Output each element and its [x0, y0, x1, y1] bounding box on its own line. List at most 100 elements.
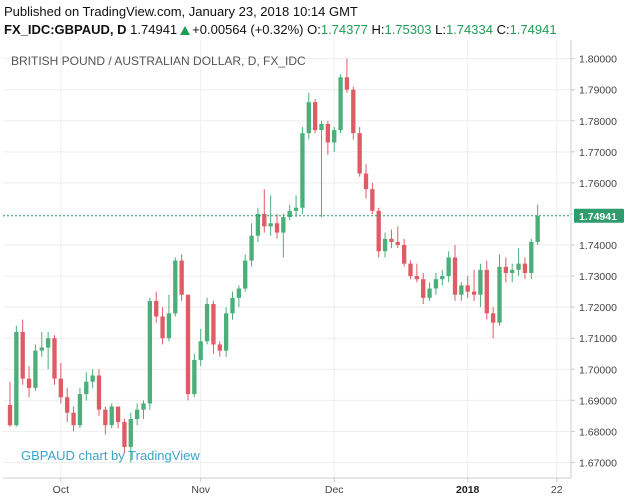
- candle[interactable]: [287, 204, 292, 221]
- candle[interactable]: [7, 381, 13, 427]
- time-axis[interactable]: Oct Nov Dec 2018 22: [53, 478, 563, 496]
- price-axis[interactable]: 1.800001.790001.780001.770001.760001.750…: [571, 54, 617, 470]
- candle[interactable]: [160, 307, 165, 345]
- low-value: 1.74334: [445, 22, 493, 37]
- price-chart[interactable]: 1.800001.790001.780001.770001.760001.750…: [3, 40, 629, 498]
- candle[interactable]: [465, 276, 470, 298]
- candle[interactable]: [300, 126, 305, 214]
- candle[interactable]: [211, 300, 216, 354]
- candle[interactable]: [351, 86, 356, 140]
- high-value: 1.75303: [384, 22, 432, 37]
- candle[interactable]: [166, 294, 172, 342]
- candle[interactable]: [389, 229, 394, 249]
- candle[interactable]: [522, 257, 528, 280]
- candle-body: [332, 130, 337, 143]
- candle[interactable]: [147, 297, 153, 410]
- candle[interactable]: [109, 403, 114, 429]
- candle[interactable]: [459, 282, 464, 301]
- candle[interactable]: [122, 418, 127, 454]
- candle[interactable]: [58, 363, 64, 404]
- candle[interactable]: [65, 387, 70, 423]
- candle[interactable]: [192, 353, 197, 398]
- candle[interactable]: [484, 260, 489, 320]
- candle[interactable]: [236, 285, 242, 308]
- candle[interactable]: [173, 257, 178, 317]
- candle[interactable]: [84, 372, 89, 401]
- candle-body: [166, 313, 172, 339]
- candle[interactable]: [382, 232, 388, 258]
- candle[interactable]: [90, 369, 95, 388]
- candle[interactable]: [45, 332, 51, 370]
- candle[interactable]: [128, 412, 133, 463]
- candle[interactable]: [319, 120, 324, 218]
- candle[interactable]: [427, 282, 432, 301]
- candle[interactable]: [478, 263, 483, 308]
- candle[interactable]: [433, 272, 439, 295]
- price-tick-label: 1.67000: [579, 457, 617, 469]
- candle-body: [211, 304, 216, 345]
- candle[interactable]: [503, 257, 509, 283]
- candle[interactable]: [357, 126, 362, 177]
- candle[interactable]: [26, 366, 32, 398]
- candle[interactable]: [414, 263, 420, 283]
- candle[interactable]: [255, 207, 261, 242]
- candle[interactable]: [529, 238, 534, 280]
- candle[interactable]: [325, 120, 331, 155]
- candle[interactable]: [179, 254, 184, 301]
- candle[interactable]: [262, 189, 267, 233]
- candle[interactable]: [408, 260, 413, 280]
- candle[interactable]: [471, 269, 477, 301]
- close-value: 1.74941: [509, 22, 557, 37]
- candle-body: [274, 223, 280, 233]
- candle[interactable]: [134, 403, 140, 426]
- candle-body: [198, 341, 203, 360]
- candle[interactable]: [154, 291, 159, 323]
- candle[interactable]: [249, 223, 254, 267]
- candle[interactable]: [217, 341, 222, 357]
- candle[interactable]: [33, 344, 38, 392]
- candle[interactable]: [115, 406, 121, 429]
- candle[interactable]: [281, 213, 286, 258]
- candle[interactable]: [312, 99, 318, 134]
- candle[interactable]: [497, 254, 502, 326]
- candles[interactable]: [7, 58, 540, 463]
- candle[interactable]: [103, 406, 108, 435]
- candle[interactable]: [440, 269, 445, 286]
- candle[interactable]: [516, 248, 521, 277]
- candle[interactable]: [376, 207, 381, 258]
- candle[interactable]: [243, 254, 248, 292]
- candle[interactable]: [490, 307, 496, 339]
- candle[interactable]: [230, 291, 235, 320]
- candle[interactable]: [20, 319, 25, 385]
- candle[interactable]: [204, 297, 210, 345]
- candle[interactable]: [293, 195, 299, 218]
- candle[interactable]: [510, 263, 515, 283]
- candle[interactable]: [446, 251, 451, 283]
- candle[interactable]: [223, 307, 229, 357]
- candle[interactable]: [274, 213, 280, 239]
- candle[interactable]: [344, 58, 350, 93]
- candle[interactable]: [141, 400, 146, 419]
- candle[interactable]: [71, 406, 76, 432]
- candle[interactable]: [306, 92, 311, 140]
- candle[interactable]: [370, 182, 375, 214]
- candle-body: [249, 235, 254, 261]
- candle[interactable]: [198, 328, 203, 367]
- candle[interactable]: [39, 332, 44, 357]
- candle[interactable]: [268, 195, 273, 236]
- candle[interactable]: [338, 74, 343, 134]
- candle[interactable]: [363, 164, 369, 199]
- candle-body: [173, 260, 178, 314]
- price-tick-label: 1.73000: [579, 271, 617, 283]
- candle[interactable]: [14, 325, 19, 427]
- candle[interactable]: [332, 126, 337, 152]
- candle[interactable]: [401, 238, 407, 267]
- candle[interactable]: [77, 387, 83, 429]
- candle[interactable]: [452, 245, 458, 301]
- candle[interactable]: [185, 294, 191, 401]
- candle[interactable]: [395, 226, 400, 249]
- candle[interactable]: [52, 335, 57, 385]
- candle[interactable]: [421, 272, 426, 305]
- candle[interactable]: [96, 369, 102, 416]
- candle[interactable]: [535, 204, 540, 246]
